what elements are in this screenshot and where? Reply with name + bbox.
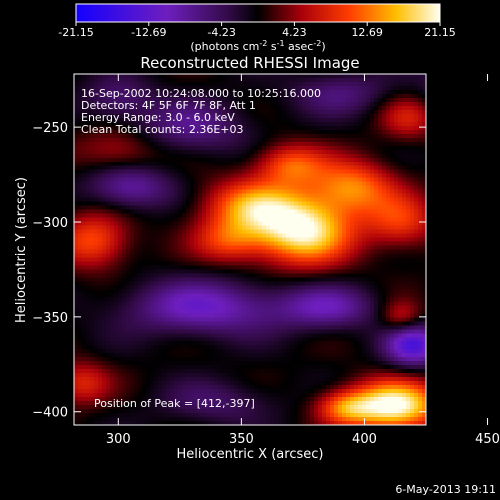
footer-timestamp: 6-May-2013 19:11 [395, 483, 496, 496]
x-tick-label: 300 [106, 432, 131, 447]
colorbar-tick-label: 21.15 [424, 26, 456, 39]
plot-frame [73, 73, 427, 426]
plot-area: 300 350 400 450 −250 −300 −350 −400 16-Sep-200… [32, 73, 500, 447]
peak-position-text: Position of Peak = [412,-397] [94, 397, 255, 410]
y-tick-label: −400 [32, 406, 68, 421]
info-line-time: 16-Sep-2002 10:24:08.000 to 10:25:16.000 [81, 87, 321, 100]
colorbar-tick-label: 12.69 [351, 26, 383, 39]
x-tick-label: 350 [229, 432, 254, 447]
y-axis: −250 −300 −350 −400 [32, 121, 426, 421]
x-tick-label: 400 [352, 432, 377, 447]
colorbar-tick-label: -12.69 [131, 26, 166, 39]
x-axis: 300 350 400 450 [106, 74, 500, 447]
colorbar-gradient [75, 3, 441, 23]
y-tick-label: −300 [32, 216, 68, 231]
info-text: 16-Sep-2002 10:24:08.000 to 10:25:16.000… [81, 87, 321, 136]
chart-title: Reconstructed RHESSI Image [140, 54, 359, 72]
heatmap-image [74, 74, 426, 425]
colorbar-tick-label: -4.23 [207, 26, 235, 39]
x-tick-label: 450 [475, 432, 500, 447]
y-tick-label: −350 [32, 311, 68, 326]
colorbar-tick-label: 4.23 [282, 26, 307, 39]
info-line-detectors: Detectors: 4F 5F 6F 7F 8F, Att 1 [81, 99, 256, 112]
colorbar-units: (photons cm-2 s-1 asec-2) [190, 39, 325, 53]
colorbar-ticks: -21.15 -12.69 -4.23 4.23 12.69 21.15 [58, 22, 456, 39]
colorbar-tick-label: -21.15 [58, 26, 93, 39]
info-line-energy: Energy Range: 3.0 - 6.0 keV [81, 111, 235, 124]
y-tick-label: −250 [32, 121, 68, 136]
info-line-counts: Clean Total counts: 2.36E+03 [81, 123, 244, 136]
x-axis-label: Heliocentric X (arcsec) [177, 447, 324, 462]
colorbar: -21.15 -12.69 -4.23 4.23 12.69 21.15 (photons… [58, 3, 456, 53]
y-axis-label: Heliocentric Y (arcsec) [14, 177, 29, 323]
